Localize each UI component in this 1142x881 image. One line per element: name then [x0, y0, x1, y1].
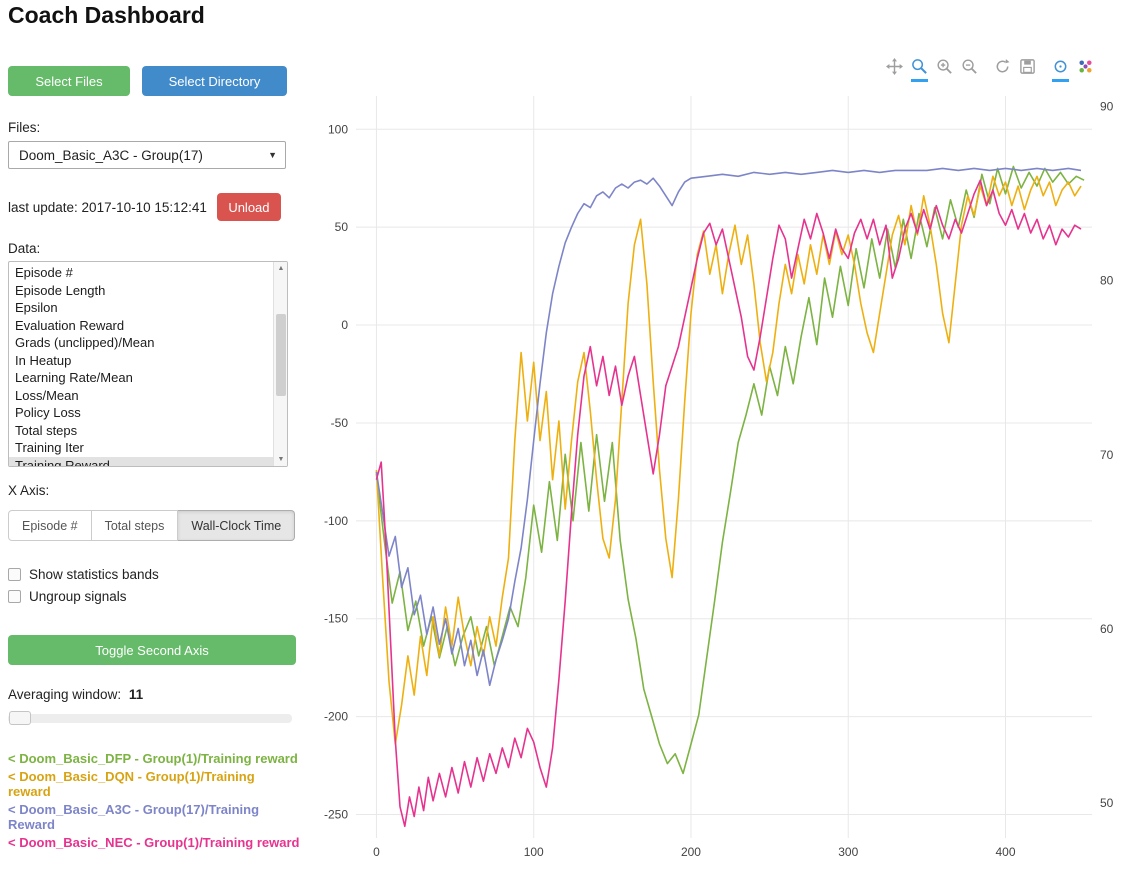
data-item[interactable]: Total steps [15, 422, 78, 438]
data-item[interactable]: Epsilon [15, 300, 58, 315]
legend-item[interactable]: < Doom_Basic_NEC - Group(1)/Training rew… [8, 834, 300, 850]
legend-item[interactable]: < Doom_Basic_A3C - Group(17)/Training Re… [8, 801, 260, 833]
chart-legend: < Doom_Basic_DFP - Group(1)/Training rew… [8, 751, 300, 850]
svg-text:-200: -200 [324, 710, 348, 724]
svg-text:70: 70 [1100, 448, 1114, 462]
reward-chart[interactable]: 0 100 200 300 400 100 50 0 -50 -100 -150 -200 -250 90… [300, 66, 1138, 877]
svg-text:-50: -50 [331, 416, 349, 430]
data-listbox: Episode # Episode Length Epsilon Evaluation… [8, 261, 288, 467]
xaxis-label: X Axis: [8, 483, 50, 498]
data-item[interactable]: Evaluation Reward [15, 317, 125, 333]
files-select[interactable]: Doom_Basic_A3C - Group(17) ▼ [8, 141, 286, 169]
hover-mode-icon[interactable] [1052, 58, 1069, 82]
pan-icon[interactable] [886, 58, 903, 79]
file-buttons-row: Select Files Select Directory [8, 66, 298, 96]
plotly-logo-icon[interactable] [1077, 58, 1094, 79]
data-item[interactable]: Learning Rate/Mean [15, 370, 133, 385]
svg-text:50: 50 [1100, 796, 1114, 810]
svg-text:0: 0 [341, 318, 348, 332]
checkbox-row[interactable]: Show statistics bands [8, 563, 298, 585]
zoom-icon[interactable] [911, 58, 928, 82]
data-item[interactable]: Training Iter [15, 440, 84, 455]
svg-text:300: 300 [838, 845, 858, 859]
legend-item[interactable]: < Doom_Basic_DQN - Group(1)/Training rew… [8, 768, 255, 800]
last-update-text: last update: 2017-10-10 15:12:41 [8, 199, 207, 215]
checkbox-label: Ungroup signals [29, 588, 127, 604]
checkbox-row[interactable]: Ungroup signals [8, 585, 298, 607]
save-icon[interactable] [1019, 58, 1036, 79]
files-select-value: Doom_Basic_A3C - Group(17) [19, 147, 203, 163]
checkbox[interactable] [8, 589, 21, 603]
files-label: Files: [8, 120, 41, 135]
slider-handle[interactable] [9, 711, 31, 725]
last-update-row: last update: 2017-10-10 15:12:41 Unload [8, 193, 298, 221]
svg-text:400: 400 [995, 845, 1015, 859]
svg-text:100: 100 [328, 122, 348, 136]
svg-text:80: 80 [1100, 274, 1114, 288]
xaxis-tabs: Episode # Total steps Wall-Clock Time [8, 510, 298, 541]
data-item[interactable]: Episode Length [15, 282, 106, 298]
chart-svg[interactable]: 0 100 200 300 400 100 50 0 -50 -100 -150 -200 -250 90… [300, 66, 1138, 872]
listbox-scrollbar[interactable]: ▲ ▼ [273, 262, 287, 466]
plotly-modebar [882, 58, 1098, 82]
data-item[interactable]: Training Reward [9, 456, 273, 466]
data-item[interactable]: Episode # [15, 265, 73, 280]
data-list: Episode # Episode Length Epsilon Evaluation… [9, 264, 273, 466]
scroll-up-icon[interactable]: ▲ [277, 265, 285, 272]
checkbox[interactable] [8, 567, 21, 581]
unload-button[interactable]: Unload [216, 193, 281, 221]
select-directory-button[interactable]: Select Directory [142, 66, 287, 96]
xaxis-tab-wall-clock-time[interactable]: Wall-Clock Time [178, 510, 296, 541]
chart-panel: 0 100 200 300 400 100 50 0 -50 -100 -150 -200 -250 90… [300, 50, 1140, 880]
averaging-window-row: Averaging window: 11 [8, 687, 298, 702]
zoom-out-icon[interactable] [961, 58, 978, 79]
data-item[interactable]: Policy Loss [15, 405, 81, 420]
xaxis-tab-total-steps[interactable]: Total steps [91, 510, 179, 541]
select-caret-icon: ▼ [268, 150, 277, 160]
reset-axes-icon[interactable] [994, 58, 1011, 79]
select-files-button[interactable]: Select Files [8, 66, 130, 96]
xaxis-tab-episode-[interactable]: Episode # [8, 510, 92, 541]
averaging-window-label: Averaging window: [8, 687, 122, 702]
sidebar: Select Files Select Directory Files: Doo… [8, 66, 300, 852]
svg-text:-100: -100 [324, 514, 348, 528]
data-item[interactable]: In Heatup [15, 352, 72, 368]
scroll-down-icon[interactable]: ▼ [277, 456, 285, 463]
svg-text:-150: -150 [324, 612, 348, 626]
svg-text:-250: -250 [324, 808, 348, 822]
zoom-in-icon[interactable] [936, 58, 953, 79]
svg-text:90: 90 [1100, 99, 1114, 113]
data-item[interactable]: Loss/Mean [15, 387, 79, 403]
options-checkboxes: Show statistics bands Ungroup signals [8, 563, 298, 607]
svg-text:50: 50 [335, 220, 349, 234]
averaging-window-value: 11 [128, 687, 144, 702]
page-title: Coach Dashboard [8, 2, 205, 28]
toggle-second-axis-button[interactable]: Toggle Second Axis [8, 635, 296, 665]
averaging-slider[interactable] [8, 711, 292, 725]
data-item[interactable]: Grads (unclipped)/Mean [15, 335, 155, 350]
legend-item[interactable]: < Doom_Basic_DFP - Group(1)/Training rew… [8, 751, 298, 766]
svg-text:0: 0 [373, 845, 380, 859]
svg-text:100: 100 [524, 845, 544, 859]
scrollbar-thumb[interactable] [276, 314, 286, 396]
svg-text:200: 200 [681, 845, 701, 859]
data-label: Data: [8, 241, 41, 256]
checkbox-label: Show statistics bands [29, 566, 159, 582]
svg-text:60: 60 [1100, 622, 1114, 636]
